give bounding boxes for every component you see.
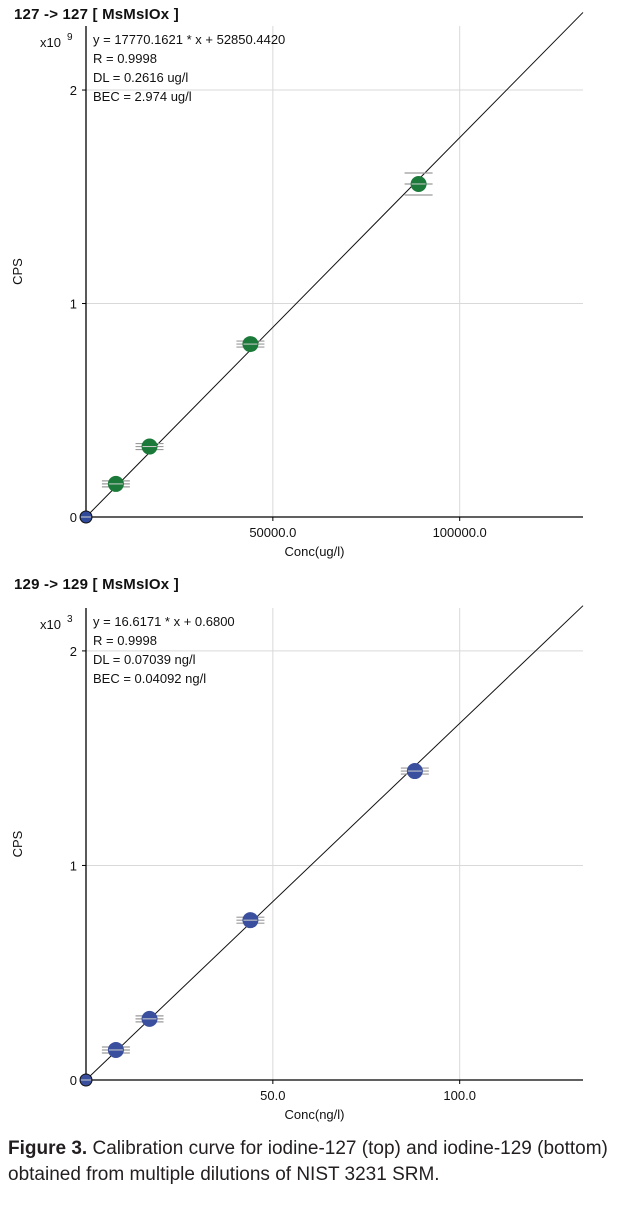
y-multiplier-exponent: 3 [67, 614, 73, 625]
x-tick-label: 50000.0 [249, 525, 296, 540]
x-tick-label: 100.0 [443, 1088, 476, 1103]
fit-statistic-line: BEC = 2.974 ug/l [93, 89, 192, 104]
fit-statistic-line: BEC = 0.04092 ng/l [93, 671, 206, 686]
fit-statistic-line: y = 17770.1621 * x + 52850.4420 [93, 32, 285, 47]
x-axis-title: Conc(ng/l) [285, 1107, 345, 1122]
calibration-panel-iodine-129: 129 -> 129 [ MsMsIOx ] 50.0 100.0 0 1 2 x10 3 C… [0, 570, 635, 1130]
y-tick-label: 0 [70, 510, 77, 525]
x-axis-title: Conc(ug/l) [285, 544, 345, 559]
y-multiplier-exponent: 9 [67, 32, 73, 43]
panel-title: 127 -> 127 [ MsMsIOx ] [14, 6, 179, 23]
fit-statistic-line: R = 0.9998 [93, 633, 157, 648]
y-tick-label: 1 [70, 858, 77, 873]
x-tick-label: 100000.0 [433, 525, 487, 540]
regression-line [85, 12, 584, 518]
caption-text: Calibration curve for iodine-127 (top) a… [8, 1138, 608, 1185]
regression-line [85, 605, 584, 1081]
y-tick-label: 2 [70, 644, 77, 659]
y-axis-title: CPS [10, 258, 25, 285]
calibration-panel-iodine-127: 127 -> 127 [ MsMsIOx ] 50000.0 100000.0 0 1… [0, 0, 635, 570]
y-tick-label: 2 [70, 83, 77, 98]
y-tick-label: 0 [70, 1073, 77, 1088]
calibration-chart-129: 50.0 100.0 0 1 2 x10 3 Conc(ng/l) CPS y = 16.6171… [10, 605, 584, 1122]
fit-statistic-line: DL = 0.07039 ng/l [93, 652, 196, 667]
y-axis-title: CPS [10, 830, 25, 857]
fit-statistic-line: y = 16.6171 * x + 0.6800 [93, 614, 235, 629]
y-multiplier-label: x10 [40, 617, 61, 632]
caption-label: Figure 3. [8, 1138, 88, 1159]
y-tick-label: 1 [70, 297, 77, 312]
calibration-chart-127: 50000.0 100000.0 0 1 2 x10 9 Conc(ug/l) CPS y = 1… [10, 12, 584, 559]
x-tick-label: 50.0 [260, 1088, 285, 1103]
fit-statistic-line: DL = 0.2616 ug/l [93, 70, 188, 85]
figure-caption: Figure 3. Calibration curve for iodine-1… [8, 1136, 628, 1188]
fit-statistic-line: R = 0.9998 [93, 51, 157, 66]
y-multiplier-label: x10 [40, 35, 61, 50]
panel-title: 129 -> 129 [ MsMsIOx ] [14, 576, 179, 593]
